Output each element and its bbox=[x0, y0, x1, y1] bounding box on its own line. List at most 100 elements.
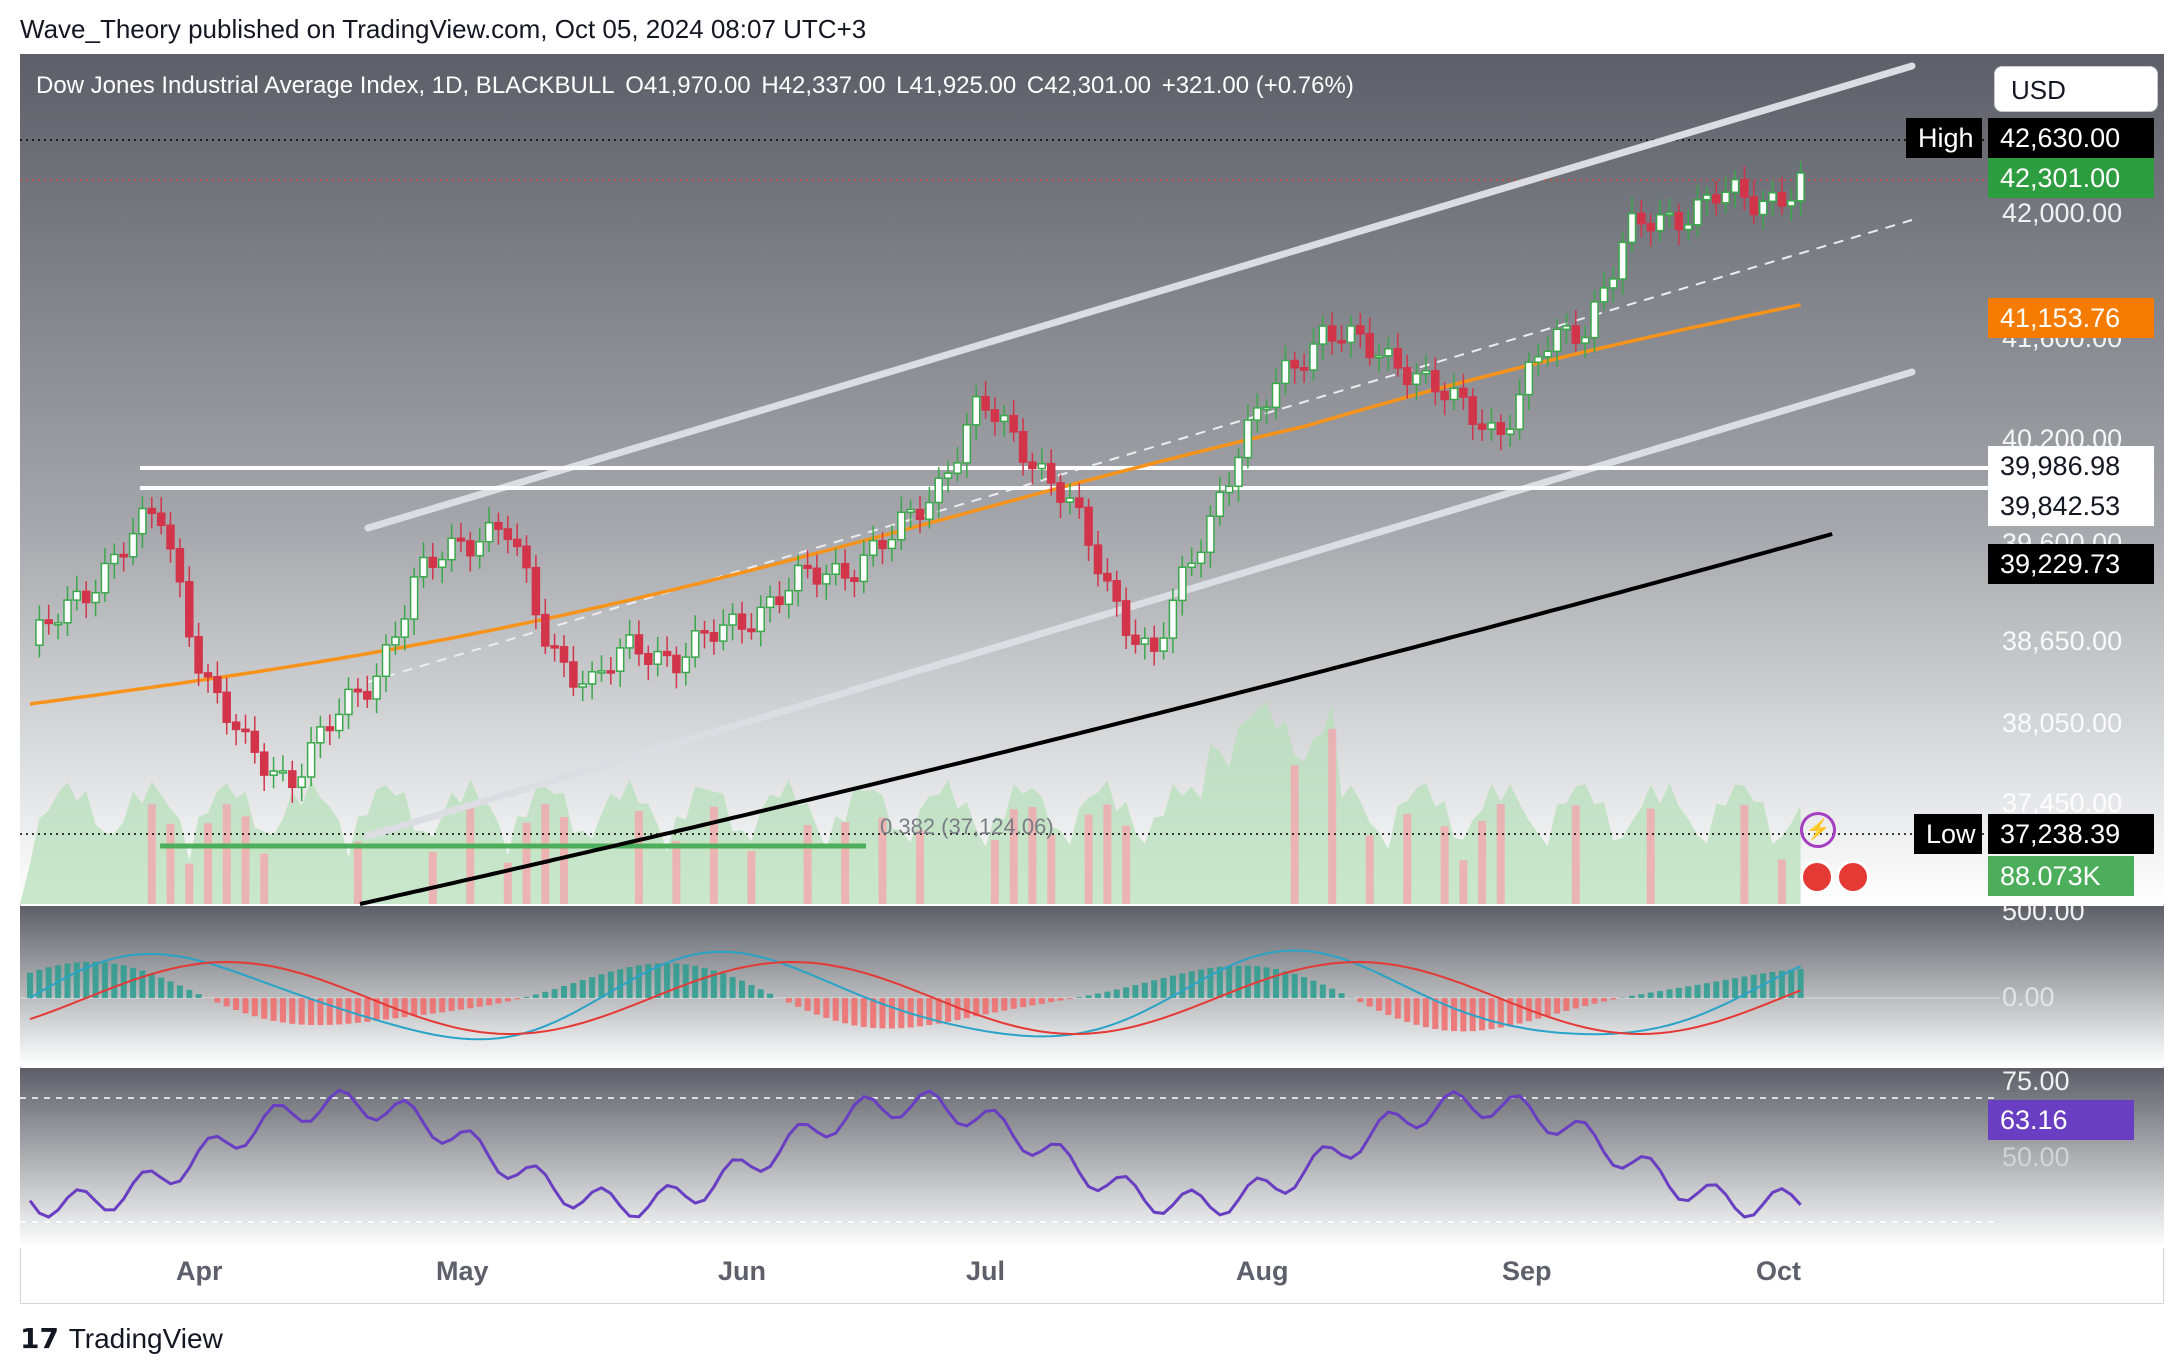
chart-canvas[interactable] bbox=[20, 54, 2164, 1304]
macd-histogram-bar bbox=[251, 998, 258, 1017]
candle-body bbox=[53, 622, 63, 626]
macd-histogram-bar bbox=[1479, 998, 1486, 1031]
month-label: Oct bbox=[1756, 1256, 1802, 1286]
candle-body bbox=[1740, 178, 1749, 198]
macd-histogram-bar bbox=[1629, 995, 1635, 998]
candle-body bbox=[185, 581, 194, 638]
macd-histogram-bar bbox=[973, 998, 980, 1017]
candle-body bbox=[316, 726, 325, 744]
candle-body bbox=[1515, 393, 1524, 430]
macd-histogram-bar bbox=[1123, 987, 1130, 998]
macd-histogram-bar bbox=[1647, 992, 1654, 998]
price-tick: 37,450.00 bbox=[2002, 788, 2123, 818]
candle-body bbox=[681, 656, 691, 674]
candle-body bbox=[1796, 172, 1805, 202]
macd-histogram-bar bbox=[1572, 998, 1579, 1009]
macd-histogram-bar bbox=[1675, 987, 1682, 998]
macd-histogram-bar bbox=[1169, 975, 1176, 998]
candle-body bbox=[1702, 194, 1712, 201]
macd-histogram-bar bbox=[130, 967, 137, 998]
macd-histogram-bar bbox=[945, 998, 952, 1022]
volume-bar bbox=[1084, 814, 1093, 904]
volume-bar bbox=[1103, 804, 1112, 904]
candle-body bbox=[1187, 562, 1196, 569]
macd-histogram-bar bbox=[401, 998, 408, 1018]
macd-histogram-bar bbox=[1226, 965, 1233, 998]
macd-histogram-bar bbox=[1273, 969, 1279, 998]
macd-histogram-bar bbox=[954, 998, 961, 1020]
macd-histogram-bar bbox=[1750, 974, 1757, 998]
ema200-line bbox=[359, 532, 1833, 906]
month-label: May bbox=[436, 1256, 489, 1286]
currency-selector[interactable]: USD bbox=[1994, 66, 2158, 112]
tradingview-logo[interactable]: 𝟭𝟳 TradingView bbox=[20, 1322, 223, 1355]
macd-histogram-bar bbox=[1788, 969, 1795, 998]
us-flag-event-icon[interactable] bbox=[1836, 860, 1870, 894]
macd-histogram-bar bbox=[1385, 998, 1392, 1015]
candle-body bbox=[1384, 348, 1393, 357]
candle-body bbox=[428, 556, 438, 568]
macd-histogram-bar bbox=[1441, 998, 1448, 1031]
candle-body bbox=[690, 630, 700, 658]
macd-histogram-bar bbox=[354, 998, 361, 1023]
macd-histogram-bar bbox=[439, 998, 446, 1013]
macd-histogram-bar bbox=[635, 965, 642, 998]
macd-histogram-bar bbox=[795, 998, 802, 1007]
resistance-1-label: 39,986.98 bbox=[1988, 446, 2154, 486]
candle-body bbox=[943, 472, 953, 479]
macd-histogram-bar bbox=[579, 980, 586, 998]
macd-histogram-bar bbox=[36, 969, 43, 998]
volume-bar bbox=[878, 817, 887, 904]
macd-histogram-bar bbox=[523, 997, 530, 998]
candle-body bbox=[868, 539, 878, 556]
candle-body bbox=[175, 547, 185, 583]
macd-histogram-bar bbox=[1497, 998, 1504, 1028]
month-label: Apr bbox=[176, 1256, 223, 1286]
macd-histogram-bar bbox=[1141, 982, 1148, 998]
candle-body bbox=[1693, 199, 1702, 226]
candle-body bbox=[1196, 551, 1206, 565]
macd-histogram-bar bbox=[1432, 998, 1439, 1029]
legend-symbol: Dow Jones Industrial Average Index, 1D, … bbox=[36, 72, 615, 99]
candle-body bbox=[1215, 491, 1225, 517]
macd-histogram-bar bbox=[1610, 998, 1617, 1000]
macd-histogram-bar bbox=[1591, 998, 1598, 1004]
candle-body bbox=[72, 590, 82, 601]
candle-body bbox=[334, 713, 344, 732]
macd-histogram-bar bbox=[1394, 998, 1401, 1019]
macd-histogram-bar bbox=[1095, 993, 1101, 998]
month-label: Jul bbox=[966, 1256, 1006, 1286]
macd-histogram-bar bbox=[1685, 986, 1692, 998]
candle-body bbox=[1056, 482, 1065, 503]
channel-upper-line bbox=[364, 62, 1916, 532]
macd-histogram-bar bbox=[1020, 998, 1027, 1008]
volume-bar bbox=[241, 816, 250, 904]
candle-body bbox=[1721, 191, 1730, 204]
candle-body bbox=[634, 634, 644, 655]
macd-histogram-bar bbox=[701, 967, 708, 998]
ema200-label: 39,229.73 bbox=[1988, 544, 2154, 584]
candle-body bbox=[128, 532, 138, 558]
macd-histogram-bar bbox=[1244, 965, 1251, 998]
us-flag-event-icon[interactable] bbox=[1800, 860, 1834, 894]
candle-body bbox=[784, 589, 794, 606]
macd-histogram-bar bbox=[879, 998, 886, 1029]
candle-body bbox=[559, 645, 569, 663]
macd-histogram-bar bbox=[1329, 988, 1336, 998]
macd-histogram-bar bbox=[570, 983, 577, 998]
candle-body bbox=[625, 634, 634, 649]
lightning-icon[interactable]: ⚡ bbox=[1800, 812, 1836, 848]
macd-signal-line bbox=[29, 960, 1801, 1036]
candle-body bbox=[597, 670, 606, 674]
macd-histogram-bar bbox=[1291, 973, 1298, 998]
macd-histogram-bar bbox=[1132, 985, 1139, 998]
macd-histogram-bar bbox=[514, 998, 521, 1000]
macd-histogram-bar bbox=[1310, 980, 1317, 998]
candle-body bbox=[503, 528, 513, 541]
macd-histogram-bar bbox=[326, 998, 333, 1025]
macd-histogram-bar bbox=[73, 962, 80, 998]
candle-body bbox=[1393, 348, 1403, 369]
macd-histogram-bar bbox=[298, 998, 305, 1025]
macd-histogram-bar bbox=[1048, 998, 1055, 1003]
macd-histogram-bar bbox=[120, 965, 127, 998]
